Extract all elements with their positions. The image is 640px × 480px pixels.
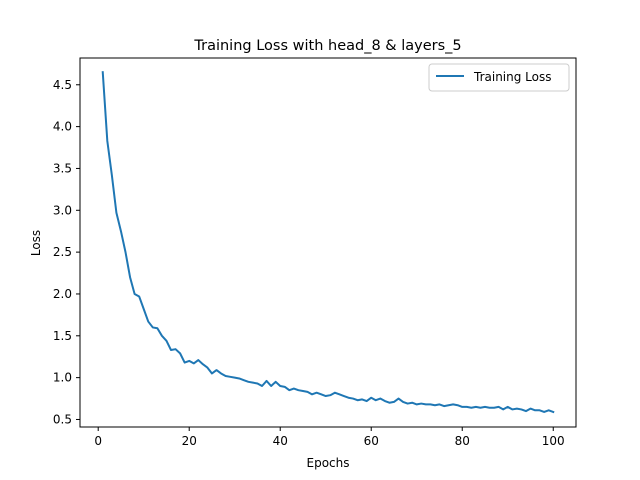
y-tick-label: 4.5 <box>53 78 72 92</box>
y-tick-label: 2.0 <box>53 287 72 301</box>
y-tick-label: 2.5 <box>53 245 72 259</box>
y-tick-label: 1.0 <box>53 371 72 385</box>
y-axis: 0.5 1.0 1.5 2.0 2.5 3.0 3.5 4.0 4.5 <box>53 78 80 426</box>
x-axis: 0 20 40 60 80 100 <box>94 427 565 448</box>
x-tick-label: 20 <box>182 434 197 448</box>
x-tick-label: 60 <box>364 434 379 448</box>
legend-box <box>428 63 570 92</box>
plot-frame <box>79 57 577 428</box>
x-tick-label: 80 <box>455 434 470 448</box>
x-axis-label: Epochs <box>307 456 350 470</box>
plot-area <box>101 71 555 414</box>
y-tick-label: 3.0 <box>53 203 72 217</box>
y-tick-label: 0.5 <box>53 412 72 426</box>
y-tick-label: 1.5 <box>53 329 72 343</box>
x-tick-label: 100 <box>542 434 565 448</box>
series-line-0 <box>101 71 555 414</box>
y-tick-label: 4.0 <box>53 120 72 134</box>
x-tick-label: 40 <box>273 434 288 448</box>
y-tick-label: 3.5 <box>53 161 72 175</box>
x-tick-label: 0 <box>94 434 102 448</box>
chart-title: Training Loss with head_8 & layers_5 <box>193 38 461 54</box>
y-axis-label: Loss <box>29 230 43 256</box>
legend: Training Loss <box>428 63 570 92</box>
legend-label: Training Loss <box>473 70 551 84</box>
